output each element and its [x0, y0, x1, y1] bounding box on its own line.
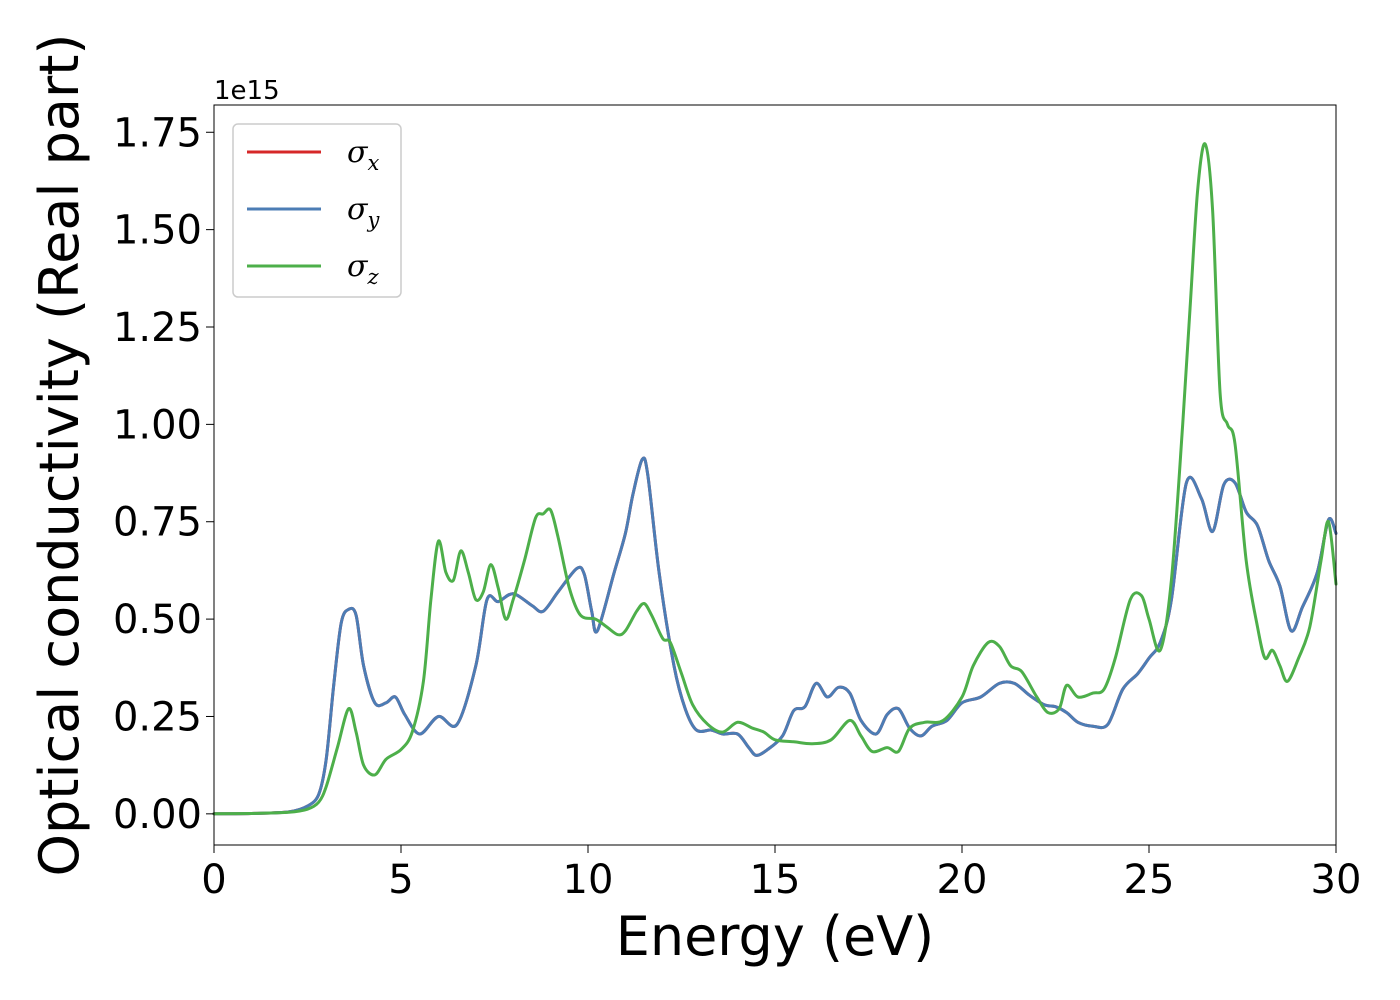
x-axis-label: Energy (eV) — [616, 905, 935, 968]
series-line-z — [212, 142, 1338, 816]
legend-label-sub: z — [366, 265, 379, 289]
y-offset-label: 1e15 — [214, 76, 280, 106]
legend-label-sub: y — [366, 208, 380, 232]
y-tick-label: 0.75 — [113, 500, 202, 546]
x-tick-label: 25 — [1124, 857, 1175, 903]
x-tick-label: 30 — [1311, 857, 1362, 903]
y-tick-label: 1.75 — [113, 110, 202, 156]
x-tick-label: 20 — [937, 857, 988, 903]
legend-label-y: σy — [347, 192, 380, 232]
legend-label-x: σx — [347, 135, 379, 175]
y-tick-label: 1.50 — [113, 208, 202, 254]
legend-label-sub: x — [367, 151, 379, 175]
y-axis: 0.00 0.25 0.50 0.75 1.00 1.25 1.50 1.75 — [113, 110, 214, 838]
y-tick-label: 0.50 — [113, 597, 202, 643]
y-tick-label: 1.25 — [113, 305, 202, 351]
y-axis-label: Optical conductivity (Real part) — [28, 34, 91, 877]
x-axis: 0 5 10 15 20 25 30 — [201, 845, 1361, 903]
y-tick-label: 1.00 — [113, 402, 202, 448]
x-tick-label: 15 — [750, 857, 801, 903]
x-tick-label: 5 — [388, 857, 413, 903]
legend-label-main: σ — [347, 192, 369, 227]
legend-label-main: σ — [347, 249, 369, 284]
y-tick-label: 0.25 — [113, 694, 202, 740]
series-layer — [212, 142, 1338, 816]
legend-label-main: σ — [347, 135, 369, 170]
y-tick-label: 0.00 — [113, 792, 202, 838]
legend-label-z: σz — [347, 249, 379, 289]
x-tick-label: 0 — [201, 857, 226, 903]
x-tick-label: 10 — [563, 857, 614, 903]
